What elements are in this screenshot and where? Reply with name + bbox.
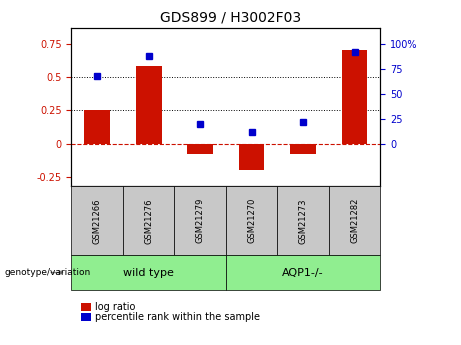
Text: log ratio: log ratio <box>95 302 136 312</box>
Bar <box>239 144 265 170</box>
Text: GSM21276: GSM21276 <box>144 198 153 244</box>
Text: GSM21282: GSM21282 <box>350 198 359 244</box>
Text: GSM21270: GSM21270 <box>247 198 256 244</box>
Text: GSM21273: GSM21273 <box>299 198 307 244</box>
Bar <box>187 144 213 154</box>
Text: wild type: wild type <box>123 268 174 277</box>
Bar <box>342 50 367 144</box>
Text: percentile rank within the sample: percentile rank within the sample <box>95 312 260 322</box>
Text: GDS899 / H3002F03: GDS899 / H3002F03 <box>160 10 301 24</box>
Text: GSM21279: GSM21279 <box>195 198 205 244</box>
Text: GSM21266: GSM21266 <box>93 198 102 244</box>
Bar <box>136 66 161 144</box>
Text: genotype/variation: genotype/variation <box>5 268 91 277</box>
Text: AQP1-/-: AQP1-/- <box>282 268 324 277</box>
Bar <box>84 110 110 144</box>
Bar <box>290 144 316 154</box>
